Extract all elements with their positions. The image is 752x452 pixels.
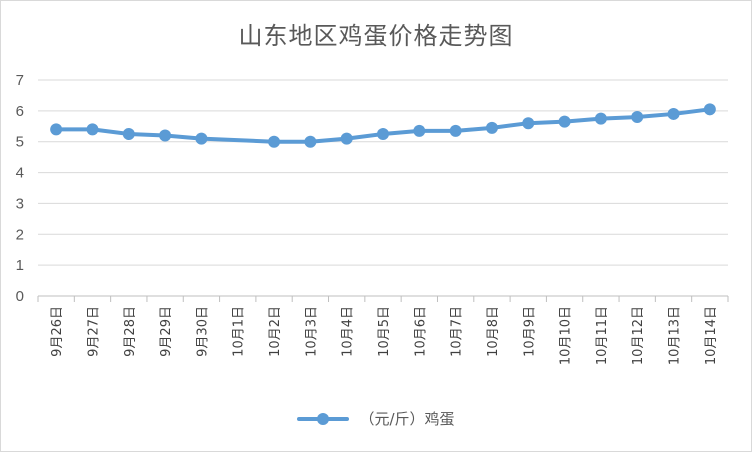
y-tick-label: 1 (16, 257, 24, 274)
data-point (268, 135, 281, 148)
x-tick-label: 10月13日 (668, 306, 683, 365)
data-point (377, 128, 389, 140)
x-tick-label: 10月9日 (522, 306, 537, 357)
data-point (86, 123, 99, 136)
y-tick-label: 3 (16, 195, 24, 212)
x-tick-label: 10月12日 (631, 306, 646, 365)
y-tick-label: 7 (16, 72, 24, 89)
data-point (304, 135, 317, 148)
gridlines (37, 79, 729, 302)
x-tick-label: 9月29日 (159, 306, 174, 357)
y-tick-label: 0 (16, 288, 24, 305)
x-tick-label: 9月26日 (50, 306, 65, 357)
data-point (159, 129, 172, 142)
legend-swatch (297, 412, 350, 426)
x-tick-label: 10月3日 (304, 306, 319, 357)
legend: （元/斤）鸡蛋 (0, 408, 752, 429)
series-line (54, 107, 712, 144)
data-point (594, 112, 607, 125)
x-axis-ticks: 9月26日 9月27日 9月28日 9月29日 9月30日 10月1日 10月2日 10月3日… (50, 306, 719, 365)
legend-label: （元/斤）鸡蛋 (359, 410, 455, 428)
x-tick-label: 9月30日 (195, 306, 210, 357)
data-point (50, 123, 63, 136)
series-layer (50, 103, 716, 148)
data-point (195, 132, 208, 145)
y-tick-label: 5 (16, 134, 24, 151)
x-tick-label: 10月4日 (341, 306, 356, 357)
data-point (522, 117, 535, 130)
data-point (413, 124, 426, 137)
y-tick-label: 6 (16, 103, 24, 120)
data-point (485, 121, 498, 134)
x-tick-label: 10月11日 (595, 306, 610, 365)
y-tick-label: 2 (16, 226, 24, 243)
chart-title: 山东地区鸡蛋价格走势图 (238, 22, 514, 50)
x-tick-label: 10月10日 (559, 306, 574, 365)
y-axis-ticks: 0 1 2 3 4 5 6 7 (16, 72, 24, 305)
x-tick-label: 10月8日 (486, 306, 501, 357)
x-tick-label: 10月1日 (232, 306, 247, 357)
data-point (703, 103, 716, 116)
data-point (631, 111, 644, 124)
data-point (558, 115, 571, 128)
data-point (122, 128, 135, 140)
x-tick-label: 10月7日 (450, 306, 465, 357)
x-tick-label: 10月2日 (268, 306, 283, 357)
x-tick-label: 10月6日 (413, 306, 428, 357)
x-tick-label: 9月28日 (123, 306, 138, 357)
x-tick-label: 9月27日 (86, 306, 101, 357)
x-tick-label: 10月14日 (704, 306, 719, 365)
data-point (340, 132, 353, 145)
y-tick-label: 4 (16, 165, 24, 182)
data-point (667, 107, 680, 120)
data-point (449, 124, 462, 137)
x-tick-label: 10月5日 (377, 306, 392, 357)
